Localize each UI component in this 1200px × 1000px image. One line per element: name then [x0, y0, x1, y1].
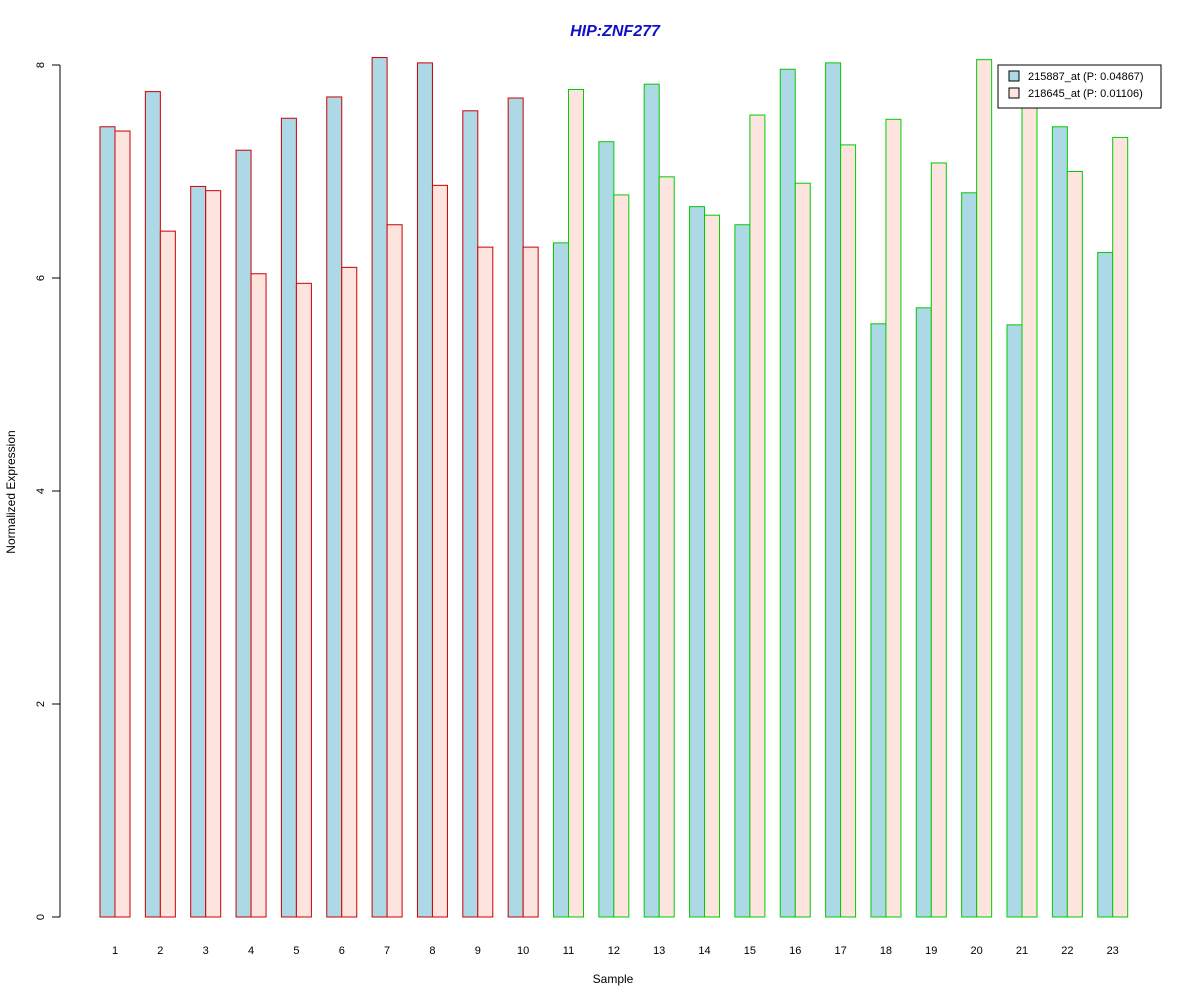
bar-sample-10-series-1 — [507, 97, 524, 918]
bar-sample-22-series-2 — [1066, 171, 1083, 918]
bar-sample-5-series-2 — [295, 282, 312, 918]
x-tick-label: 15 — [744, 945, 756, 957]
bar-sample-21-series-2 — [1021, 104, 1038, 918]
x-tick-label: 16 — [789, 945, 801, 957]
y-tick-label: 4 — [35, 488, 47, 494]
bar-sample-7-series-2 — [386, 224, 403, 918]
bar-sample-6-series-2 — [341, 266, 358, 918]
bar-sample-4-series-1 — [235, 149, 252, 918]
legend-swatch-2 — [1008, 87, 1020, 99]
x-tick-label: 9 — [475, 945, 481, 957]
y-axis: 0 2 4 6 8 — [35, 62, 61, 920]
bar-sample-23-series-1 — [1097, 251, 1114, 918]
bar-sample-21-series-1 — [1006, 324, 1023, 918]
x-tick-label: 10 — [517, 945, 529, 957]
legend-label-2: 218645_at (P: 0.01106) — [1028, 88, 1143, 100]
bar-sample-16-series-1 — [779, 68, 796, 918]
x-tick-label: 19 — [925, 945, 937, 957]
bar-sample-11-series-1 — [553, 242, 569, 918]
bar-sample-9-series-2 — [477, 246, 494, 918]
legend-label-1: 215887_at (P: 0.04867) — [1028, 71, 1144, 83]
x-tick-label: 6 — [339, 945, 345, 957]
bar-sample-12-series-1 — [598, 141, 615, 918]
x-tick-labels: 1 2 3 4 5 6 7 8 9 10 11 12 13 14 15 16 17 18 19 20 21 22 23 — [112, 945, 1119, 957]
bar-sample-9-series-1 — [462, 110, 479, 918]
bar-sample-20-series-2 — [976, 59, 993, 918]
bar-sample-20-series-1 — [961, 192, 978, 918]
bar-sample-4-series-2 — [250, 273, 267, 918]
x-tick-label: 8 — [429, 945, 435, 957]
bar-sample-17-series-1 — [825, 62, 842, 918]
bar-sample-11-series-2 — [568, 88, 584, 918]
bars — [99, 57, 1129, 918]
bar-sample-1-series-1 — [99, 126, 116, 918]
bar-sample-16-series-2 — [794, 182, 811, 918]
bar-sample-23-series-2 — [1112, 136, 1129, 918]
bar-sample-7-series-1 — [371, 57, 388, 918]
y-tick-label: 0 — [35, 914, 47, 920]
x-tick-label: 3 — [203, 945, 209, 957]
bar-sample-15-series-2 — [749, 114, 766, 918]
bar-sample-22-series-1 — [1051, 126, 1068, 918]
x-tick-label: 4 — [248, 945, 254, 957]
y-tick-label: 8 — [35, 62, 47, 68]
y-axis-label: Normalized Expression — [4, 430, 18, 553]
bar-sample-17-series-2 — [840, 144, 857, 918]
bar-sample-3-series-1 — [190, 185, 207, 918]
x-axis-label: Sample — [593, 972, 634, 986]
bar-sample-5-series-1 — [280, 117, 297, 918]
chart-title: HIP:ZNF277 — [570, 23, 661, 40]
bar-sample-14-series-2 — [704, 214, 721, 918]
y-tick-label: 2 — [35, 701, 47, 707]
x-tick-label: 14 — [698, 945, 710, 957]
bar-sample-1-series-2 — [114, 130, 131, 918]
bar-sample-8-series-1 — [416, 62, 433, 918]
bar-sample-13-series-1 — [643, 83, 660, 918]
bar-sample-8-series-2 — [431, 184, 448, 918]
x-tick-label: 11 — [563, 945, 574, 957]
x-tick-label: 1 — [112, 945, 118, 957]
x-tick-label: 23 — [1107, 945, 1119, 957]
x-tick-label: 17 — [834, 945, 846, 957]
bar-sample-18-series-2 — [885, 118, 902, 918]
bar-sample-13-series-2 — [658, 176, 675, 918]
bar-sample-12-series-2 — [613, 194, 630, 918]
bar-sample-18-series-1 — [870, 323, 887, 918]
x-tick-label: 7 — [384, 945, 390, 957]
legend: 215887_at (P: 0.04867) 218645_at (P: 0.01… — [997, 64, 1162, 109]
x-tick-label: 5 — [293, 945, 299, 957]
bar-sample-2-series-1 — [144, 91, 161, 918]
bar-sample-14-series-1 — [689, 206, 706, 918]
legend-swatch-1 — [1008, 70, 1020, 82]
bar-sample-19-series-1 — [915, 307, 932, 918]
x-tick-label: 18 — [880, 945, 892, 957]
x-tick-label: 22 — [1061, 945, 1073, 957]
x-tick-label: 20 — [971, 945, 983, 957]
bar-sample-10-series-2 — [522, 246, 539, 918]
legend-box — [997, 64, 1162, 109]
bar-sample-2-series-2 — [159, 230, 176, 918]
bar-sample-3-series-2 — [205, 190, 222, 918]
x-tick-label: 13 — [653, 945, 665, 957]
bar-sample-15-series-1 — [734, 224, 751, 918]
bar-sample-6-series-1 — [326, 96, 343, 918]
x-tick-label: 21 — [1016, 945, 1028, 957]
x-tick-label: 12 — [608, 945, 620, 957]
bar-sample-19-series-2 — [930, 162, 947, 918]
y-tick-label: 6 — [35, 275, 47, 281]
x-tick-label: 2 — [157, 945, 163, 957]
